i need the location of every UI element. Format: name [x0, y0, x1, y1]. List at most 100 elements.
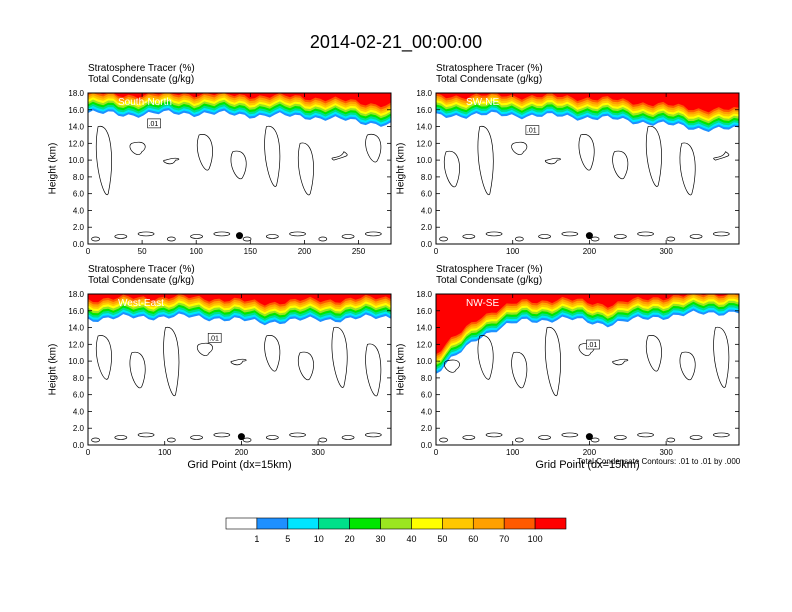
- y-axis-label: Height (km): [395, 343, 407, 395]
- contour-line: [318, 236, 328, 242]
- tracer-band-10: [88, 294, 391, 306]
- x-tick-label: 100: [190, 247, 204, 256]
- contour-label: .01: [209, 335, 219, 342]
- variable-label-tracer: Stratosphere Tracer (%): [88, 63, 195, 74]
- y-tick-label: 2.0: [421, 424, 433, 433]
- contour-line: [289, 231, 306, 237]
- contour-line: [462, 234, 476, 239]
- contour-line: [114, 234, 128, 239]
- y-tick-label: 18.0: [68, 290, 84, 299]
- x-tick-label: 0: [434, 247, 439, 256]
- contour-line: [331, 327, 348, 388]
- y-tick-label: 12.0: [68, 340, 84, 349]
- variable-label-condensate: Total Condensate (g/kg): [88, 74, 195, 85]
- contour-line: [364, 432, 382, 438]
- contour-line: [95, 126, 112, 196]
- contour-line: [197, 134, 213, 171]
- contour-line: [365, 133, 382, 163]
- contour-line: [538, 435, 551, 440]
- y-tick-label: 6.0: [73, 190, 85, 199]
- y-tick-label: 16.0: [416, 307, 432, 316]
- contour-line: [511, 141, 528, 155]
- colorbar-swatch: [256, 517, 289, 530]
- x-tick-label: 200: [583, 247, 597, 256]
- panel-label: South-North: [118, 97, 172, 108]
- condensate-contours: [91, 126, 382, 242]
- variable-label-condensate: Total Condensate (g/kg): [436, 275, 543, 286]
- contour-line: [538, 234, 551, 239]
- contour-line: [613, 234, 627, 239]
- y-axis-label: Height (km): [395, 142, 407, 194]
- y-tick-label: 10.0: [68, 357, 84, 366]
- contour-line: [230, 150, 247, 180]
- plot-area: .01: [88, 294, 391, 445]
- contour-line: [590, 437, 600, 443]
- colorbar-swatch: [287, 517, 320, 530]
- plot-frame: [435, 293, 740, 446]
- colorbar-swatch: [225, 517, 258, 530]
- contour-line: [190, 435, 203, 440]
- contour-line: [544, 327, 561, 397]
- plot-frame: [87, 293, 392, 446]
- contour-line: [96, 335, 112, 380]
- y-tick-label: 0.0: [421, 240, 433, 249]
- panel-4: .01 0.0 2.0 4.0 6.0 8.0 10.0 12.0 14.0 16.0 18.0 0 1…: [416, 290, 740, 457]
- y-tick-label: 4.0: [73, 206, 85, 215]
- colorbar-swatch: [442, 517, 474, 530]
- colorbar-swatch: [349, 517, 381, 530]
- condensate-contours: [439, 327, 730, 443]
- colorbar-label: 30: [376, 534, 386, 544]
- y-tick-label: 12.0: [416, 340, 432, 349]
- contour-line: [444, 359, 460, 373]
- contour-line: [163, 327, 180, 397]
- panel-2: .01 0.0 2.0 4.0 6.0 8.0 10.0 12.0 14.0 16.0 18.0 0 1…: [416, 89, 740, 256]
- y-tick-label: 6.0: [421, 391, 433, 400]
- plot-frame: [435, 92, 740, 245]
- contour-line: [645, 126, 662, 187]
- contour-line: [439, 236, 448, 242]
- contour-label: .01: [149, 121, 159, 128]
- contour-line: [612, 150, 629, 180]
- colorbar-swatch: [472, 517, 505, 530]
- contour-label: .01: [527, 128, 537, 135]
- x-tick-label: 100: [506, 448, 520, 457]
- contour-line: [612, 358, 629, 366]
- panel-label: SW-NE: [466, 97, 499, 108]
- plot-area: .01: [436, 294, 739, 445]
- contour-line: [163, 157, 180, 165]
- y-tick-label: 18.0: [68, 89, 84, 98]
- contour-line: [137, 432, 155, 438]
- y-tick-label: 0.0: [73, 441, 85, 450]
- y-tick-label: 18.0: [416, 89, 432, 98]
- y-tick-label: 2.0: [73, 424, 85, 433]
- y-tick-label: 8.0: [421, 374, 433, 383]
- contour-line: [679, 142, 696, 196]
- condensate-contours: [91, 327, 382, 443]
- plot-area: .01: [88, 93, 391, 244]
- y-tick-label: 10.0: [416, 357, 432, 366]
- y-tick-label: 4.0: [73, 407, 85, 416]
- y-tick-label: 8.0: [73, 173, 85, 182]
- condensate-contours: [439, 126, 730, 242]
- y-tick-label: 6.0: [73, 391, 85, 400]
- contour-line: [712, 231, 730, 237]
- contour-line: [242, 437, 252, 443]
- variable-label-tracer: Stratosphere Tracer (%): [436, 264, 543, 275]
- x-tick-label: 150: [244, 247, 258, 256]
- colorbar-label: 40: [406, 534, 416, 544]
- contour-line: [439, 437, 448, 443]
- site-marker: [237, 433, 245, 441]
- y-tick-label: 2.0: [421, 223, 433, 232]
- y-tick-label: 8.0: [421, 173, 433, 182]
- colorbar-swatch: [411, 517, 443, 530]
- y-tick-label: 16.0: [68, 307, 84, 316]
- contour-line: [197, 342, 213, 356]
- x-axis-label: Grid Point (dx=15km): [535, 459, 640, 471]
- x-tick-label: 0: [86, 247, 91, 256]
- contour-line: [114, 435, 128, 440]
- contour-line: [646, 335, 662, 372]
- contour-line: [713, 327, 730, 388]
- contour-line: [712, 432, 730, 438]
- colorbar-label: 70: [499, 534, 509, 544]
